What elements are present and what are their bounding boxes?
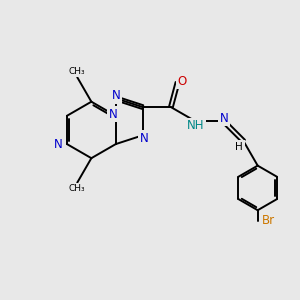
Text: N: N bbox=[220, 112, 229, 125]
Text: CH₃: CH₃ bbox=[69, 67, 85, 76]
Text: O: O bbox=[177, 75, 187, 88]
Text: N: N bbox=[140, 132, 148, 145]
Text: N: N bbox=[111, 89, 120, 102]
Text: Br: Br bbox=[262, 214, 275, 227]
Text: NH: NH bbox=[187, 119, 204, 132]
Text: H: H bbox=[235, 142, 243, 152]
Text: N: N bbox=[54, 138, 62, 151]
Text: N: N bbox=[109, 108, 117, 121]
Text: CH₃: CH₃ bbox=[69, 184, 85, 193]
